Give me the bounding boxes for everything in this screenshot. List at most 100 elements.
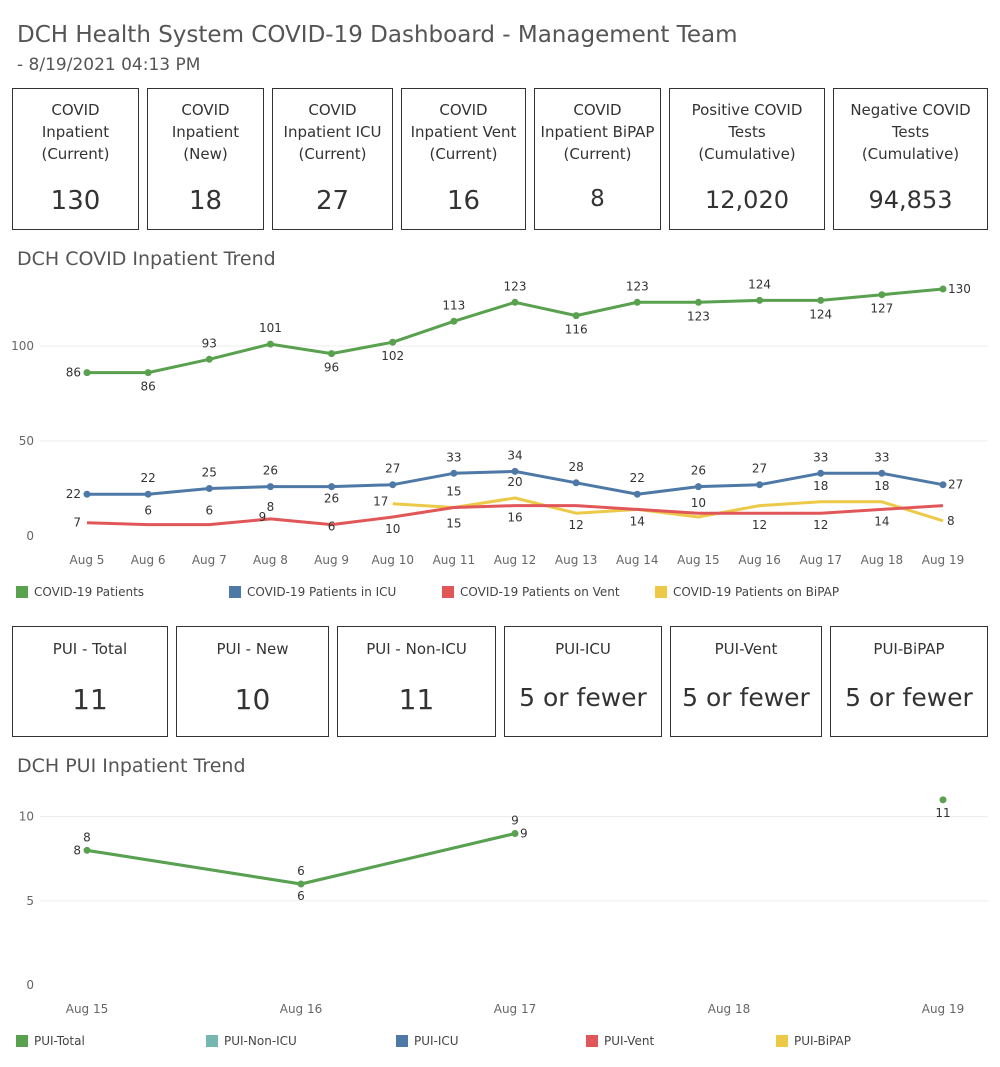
data-label: 14: [630, 514, 645, 528]
data-label: 6: [297, 864, 305, 878]
data-label: 27: [385, 462, 400, 476]
data-point: [205, 355, 213, 363]
data-label: 11: [935, 806, 950, 820]
data-point: [633, 490, 641, 498]
data-label: 102: [381, 349, 404, 363]
data-point: [266, 483, 274, 491]
data-label: 86: [141, 380, 156, 394]
kpi-pui-total[interactable]: PUI - Total 11: [12, 626, 168, 737]
legend-label: PUI-ICU: [414, 1034, 459, 1048]
data-label: 6: [144, 504, 152, 518]
data-point: [756, 296, 764, 304]
data-point: [939, 285, 947, 293]
data-label: 15: [446, 517, 461, 531]
kpi-value: 11: [398, 683, 435, 716]
data-label: 18: [813, 479, 828, 493]
data-point: [83, 369, 91, 377]
kpi-label: COVID Inpatient (New): [171, 101, 240, 163]
legend-label: COVID-19 Patients: [34, 585, 145, 599]
pui-trend-chart: 0 5 10 Aug 15 Aug 16 Aug 17 Aug 18 Aug 19 88 6 6 99…: [19, 796, 988, 1016]
kpi-value: 130: [50, 186, 101, 216]
kpi-covid-inpatient-new[interactable]: COVID Inpatient (New) 18: [147, 88, 264, 230]
x-tick-label: Aug 14: [616, 553, 659, 567]
x-tick-label: Aug 16: [280, 1002, 323, 1016]
legend-covid-bipap[interactable]: COVID-19 Patients on BiPAP: [655, 585, 839, 599]
legend-pui-bipap[interactable]: PUI-BiPAP: [776, 1034, 851, 1048]
kpi-label: PUI - New: [216, 640, 289, 658]
data-point: [511, 830, 519, 837]
inpatient-trend-title: DCH COVID Inpatient Trend: [17, 248, 276, 270]
kpi-pui-icu[interactable]: PUI-ICU 5 or fewer: [504, 626, 662, 737]
kpi-value: 27: [315, 186, 350, 216]
legend-swatch: [16, 1035, 28, 1047]
x-tick-label: Aug 6: [131, 553, 166, 567]
kpi-value: 10: [234, 683, 271, 716]
kpi-label: COVID Inpatient (Current): [41, 101, 110, 163]
kpi-value: 16: [446, 186, 481, 216]
data-label: 26: [691, 464, 706, 478]
data-label: 10: [691, 496, 706, 510]
x-tick-label: Aug 10: [371, 553, 414, 567]
data-label: 12: [813, 518, 828, 532]
legend-covid-vent[interactable]: COVID-19 Patients on Vent: [442, 585, 620, 599]
kpi-pui-vent[interactable]: PUI-Vent 5 or fewer: [670, 626, 822, 737]
page-subtitle: - 8/19/2021 04:13 PM: [17, 55, 201, 75]
data-label: 6: [205, 504, 213, 518]
data-point: [572, 479, 580, 487]
x-tick-label: Aug 19: [922, 1002, 965, 1016]
data-point: [633, 298, 641, 306]
kpi-label: PUI - Total: [52, 640, 128, 658]
y-tick-label: 10: [19, 810, 34, 824]
legend-swatch: [16, 586, 28, 598]
x-tick-label: Aug 12: [494, 553, 537, 567]
data-point: [939, 796, 947, 804]
data-label: 27: [948, 478, 963, 492]
data-point: [297, 880, 305, 888]
data-point: [205, 485, 213, 492]
data-label: 26: [263, 464, 278, 478]
kpi-pui-non-icu[interactable]: PUI - Non-ICU 11: [337, 626, 496, 737]
legend-label: COVID-19 Patients in ICU: [247, 585, 397, 599]
data-label: 22: [630, 471, 645, 485]
legend-swatch: [442, 586, 454, 598]
data-point: [144, 369, 152, 377]
legend-swatch: [655, 586, 667, 598]
y-tick-label: 0: [26, 978, 34, 992]
legend-pui-vent[interactable]: PUI-Vent: [586, 1034, 654, 1048]
data-label: 6: [297, 889, 305, 903]
kpi-negative-tests[interactable]: Negative COVID Tests (Cumulative) 94,853: [833, 88, 988, 230]
kpi-label: COVID Inpatient BiPAP (Current): [540, 101, 655, 163]
legend-swatch: [776, 1035, 788, 1047]
data-point: [266, 340, 274, 348]
kpi-value: 11: [72, 683, 108, 716]
legend-pui-total[interactable]: PUI-Total: [16, 1034, 85, 1048]
inpatient-trend-chart: 0 50 100 Aug 5 Aug 6 Aug 7 Aug 8 Aug 9 Aug 10 Aug…: [11, 277, 988, 567]
kpi-covid-inpatient-current[interactable]: COVID Inpatient (Current) 130: [12, 88, 139, 230]
legend-pui-non-icu[interactable]: PUI-Non-ICU: [206, 1034, 297, 1048]
data-label: 123: [626, 279, 649, 293]
x-tick-label: Aug 9: [314, 553, 349, 567]
kpi-covid-inpatient-vent[interactable]: COVID Inpatient Vent (Current) 16: [401, 88, 526, 230]
kpi-label: Negative COVID Tests (Cumulative): [850, 101, 971, 163]
data-label: 12: [569, 518, 584, 532]
y-tick-label: 5: [26, 894, 34, 908]
data-point: [817, 296, 825, 304]
kpi-label: PUI - Non-ICU: [366, 640, 467, 658]
page-title: DCH Health System COVID-19 Dashboard - M…: [17, 22, 738, 48]
legend-covid-icu[interactable]: COVID-19 Patients in ICU: [229, 585, 396, 599]
data-point: [83, 490, 91, 498]
x-tick-label: Aug 13: [555, 553, 598, 567]
kpi-positive-tests[interactable]: Positive COVID Tests (Cumulative) 12,020: [669, 88, 825, 230]
legend-pui-icu[interactable]: PUI-ICU: [396, 1034, 459, 1048]
legend-covid-patients[interactable]: COVID-19 Patients: [16, 585, 144, 599]
kpi-pui-new[interactable]: PUI - New 10: [176, 626, 329, 737]
data-label: 96: [324, 361, 339, 375]
kpi-pui-bipap[interactable]: PUI-BiPAP 5 or fewer: [830, 626, 988, 737]
data-label: 8: [267, 500, 275, 514]
x-tick-label: Aug 16: [738, 553, 781, 567]
x-tick-label: Aug 8: [253, 553, 288, 567]
data-label: 123: [687, 309, 710, 323]
kpi-covid-inpatient-bipap[interactable]: COVID Inpatient BiPAP (Current) 8: [534, 88, 661, 230]
x-tick-label: Aug 18: [708, 1002, 751, 1016]
kpi-covid-inpatient-icu[interactable]: COVID Inpatient ICU (Current) 27: [272, 88, 393, 230]
